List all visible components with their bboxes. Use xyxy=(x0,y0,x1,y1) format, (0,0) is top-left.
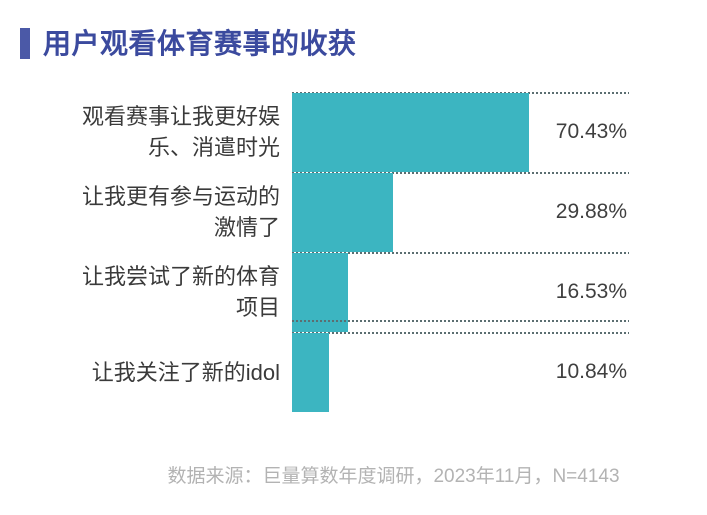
chart-row: 让我关注了新的idol 10.84% xyxy=(0,332,629,412)
title-accent-bar xyxy=(20,28,30,59)
chart-row: 让我尝试了新的体育项目 16.53% xyxy=(0,252,629,332)
plot-cell: 29.88% xyxy=(292,172,629,252)
plot-cell: 70.43% xyxy=(292,92,629,172)
category-label-text: 让我关注了新的idol xyxy=(91,359,280,385)
category-label-text: 让我尝试了新的体育项目 xyxy=(81,264,280,320)
category-label-text: 观看赛事让我更好娱乐、消遣时光 xyxy=(81,104,280,160)
value-label: 70.43% xyxy=(555,120,627,143)
bar xyxy=(292,93,530,172)
chart-rows: 观看赛事让我更好娱乐、消遣时光 70.43% 让我更有参与运动的激情了 29.8… xyxy=(0,92,629,412)
bar xyxy=(292,333,329,412)
category-label: 让我尝试了新的体育项目 xyxy=(0,252,285,332)
value-label: 10.84% xyxy=(555,360,627,383)
bar-chart: 观看赛事让我更好娱乐、消遣时光 70.43% 让我更有参与运动的激情了 29.8… xyxy=(0,92,629,412)
chart-row: 观看赛事让我更好娱乐、消遣时光 70.43% xyxy=(0,92,629,172)
category-label: 让我关注了新的idol xyxy=(0,332,285,412)
value-label: 16.53% xyxy=(555,280,627,303)
chart-row: 让我更有参与运动的激情了 29.88% xyxy=(0,172,629,252)
category-label: 让我更有参与运动的激情了 xyxy=(0,172,285,252)
gridline xyxy=(292,332,629,334)
plot-cell: 16.53% xyxy=(292,252,629,332)
category-label-text: 让我更有参与运动的激情了 xyxy=(81,184,280,240)
gridline xyxy=(292,252,629,254)
chart-header: 用户观看体育赛事的收获 xyxy=(20,28,357,59)
bar xyxy=(292,253,348,332)
bar xyxy=(292,173,393,252)
page-title: 用户观看体育赛事的收获 xyxy=(43,28,357,59)
gridline xyxy=(292,320,629,322)
value-label: 29.88% xyxy=(555,200,627,223)
category-label: 观看赛事让我更好娱乐、消遣时光 xyxy=(0,92,285,172)
data-source-note: 数据来源：巨量算数年度调研，2023年11月，N=4143 xyxy=(167,466,620,487)
gridline xyxy=(292,172,629,174)
plot-cell: 10.84% xyxy=(292,332,629,412)
